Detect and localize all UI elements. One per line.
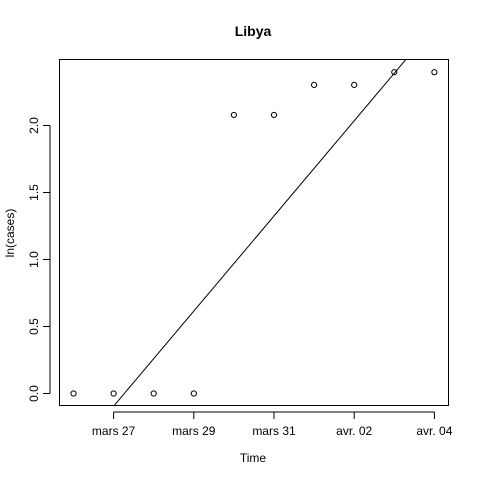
y-tick-label: 1.0: [27, 251, 41, 268]
data-point: [70, 390, 77, 397]
data-point: [150, 390, 157, 397]
x-tick-label: mars 29: [172, 424, 216, 438]
x-tick-label: mars 31: [252, 424, 296, 438]
y-tick-label: 0.0: [27, 385, 41, 402]
x-axis: mars 27 mars 29 mars 31 avr. 02 avr. 04: [92, 411, 453, 438]
points-layer: [70, 69, 438, 397]
plot-area-frame: [59, 59, 449, 406]
chart-title: Libya: [235, 23, 272, 39]
data-point: [270, 111, 278, 119]
x-tick-label: mars 27: [92, 424, 136, 438]
fit-line: [113, 60, 407, 405]
data-point: [391, 69, 398, 76]
data-point: [190, 390, 197, 397]
x-tick-label: avr. 02: [336, 424, 372, 438]
y-tick-label: 1.5: [27, 184, 41, 201]
data-point: [431, 69, 438, 76]
x-axis-label: Time: [240, 451, 267, 465]
fit-line-layer: [113, 60, 407, 405]
data-point: [311, 81, 318, 88]
data-point: [110, 390, 117, 397]
y-tick-label: 2.0: [27, 117, 41, 134]
y-axis-label: ln(cases): [3, 209, 17, 258]
y-axis: 0.0 0.5 1.0 1.5 2.0: [27, 117, 51, 402]
data-point: [230, 111, 237, 119]
data-point: [351, 81, 358, 88]
y-tick-label: 0.5: [27, 318, 41, 335]
x-tick-label: avr. 04: [416, 424, 452, 438]
